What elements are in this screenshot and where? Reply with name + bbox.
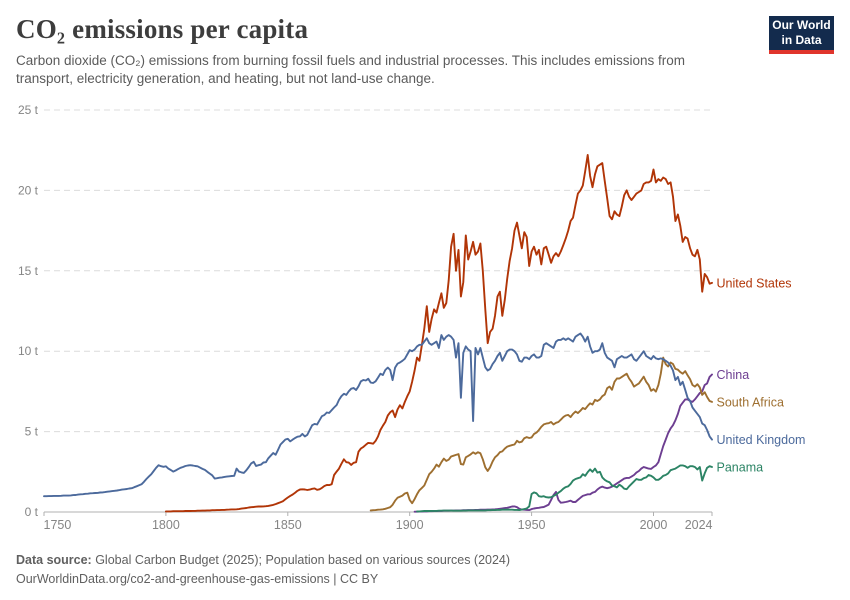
series-label-panama[interactable]: Panama [717,460,764,474]
x-tick-label: 1900 [396,518,424,532]
y-axis-labels: 0 t 5 t 10 t 15 t 20 t 25 t [18,103,39,519]
chart-footer: Data source: Global Carbon Budget (2025)… [16,551,836,589]
logo-line-2: in Data [781,32,822,47]
series-label-united-kingdom[interactable]: United Kingdom [717,433,806,447]
series-line-united-states[interactable] [164,154,713,513]
x-tick-label: 1850 [274,518,302,532]
data-source-line: Data source: Global Carbon Budget (2025)… [16,551,836,570]
chart-subtitle: Carbon dioxide (CO₂) emissions from burn… [16,52,796,88]
subtitle-line-2: transport, electricity generation, and h… [16,71,435,86]
license-text: OurWorldinData.org/co2-and-greenhouse-ga… [16,572,379,586]
series-line-united-kingdom[interactable] [43,332,713,498]
series-line-panama[interactable] [416,464,713,513]
y-tick-label: 10 t [18,344,39,358]
y-tick-label: 0 t [25,505,39,519]
gridlines [44,109,712,433]
subtitle-line-1: Carbon dioxide (CO₂) emissions from burn… [16,53,686,68]
series-line-south-africa[interactable] [369,356,713,512]
series-lines [43,154,713,513]
series-label-south-africa[interactable]: South Africa [717,395,784,409]
y-tick-label: 25 t [18,103,39,117]
x-tick-label: 1750 [44,518,72,532]
x-tick-label: 2024 [685,518,713,532]
data-source-text: Global Carbon Budget (2025); Population … [91,553,511,567]
x-tick-label: 1950 [518,518,546,532]
data-source-label: Data source: [16,553,92,567]
chart-title: CO₂ emissions per capita [16,14,309,44]
owid-logo[interactable]: Our World in Data [769,16,834,54]
license-line: OurWorldinData.org/co2-and-greenhouse-ga… [16,570,836,589]
y-tick-label: 5 t [25,425,39,439]
y-tick-label: 15 t [18,264,39,278]
logo-line-1: Our World [772,18,831,32]
series-line-china[interactable] [413,373,713,513]
x-tick-label: 1800 [152,518,180,532]
series-label-china[interactable]: China [717,368,750,382]
series-label-united-states[interactable]: United States [717,276,792,290]
series-labels: United States China South Africa United Kin… [717,276,806,474]
y-tick-label: 20 t [18,183,39,197]
x-axis: 1750 1800 1850 1900 1950 2000 2024 [43,511,713,532]
x-tick-label: 2000 [640,518,668,532]
